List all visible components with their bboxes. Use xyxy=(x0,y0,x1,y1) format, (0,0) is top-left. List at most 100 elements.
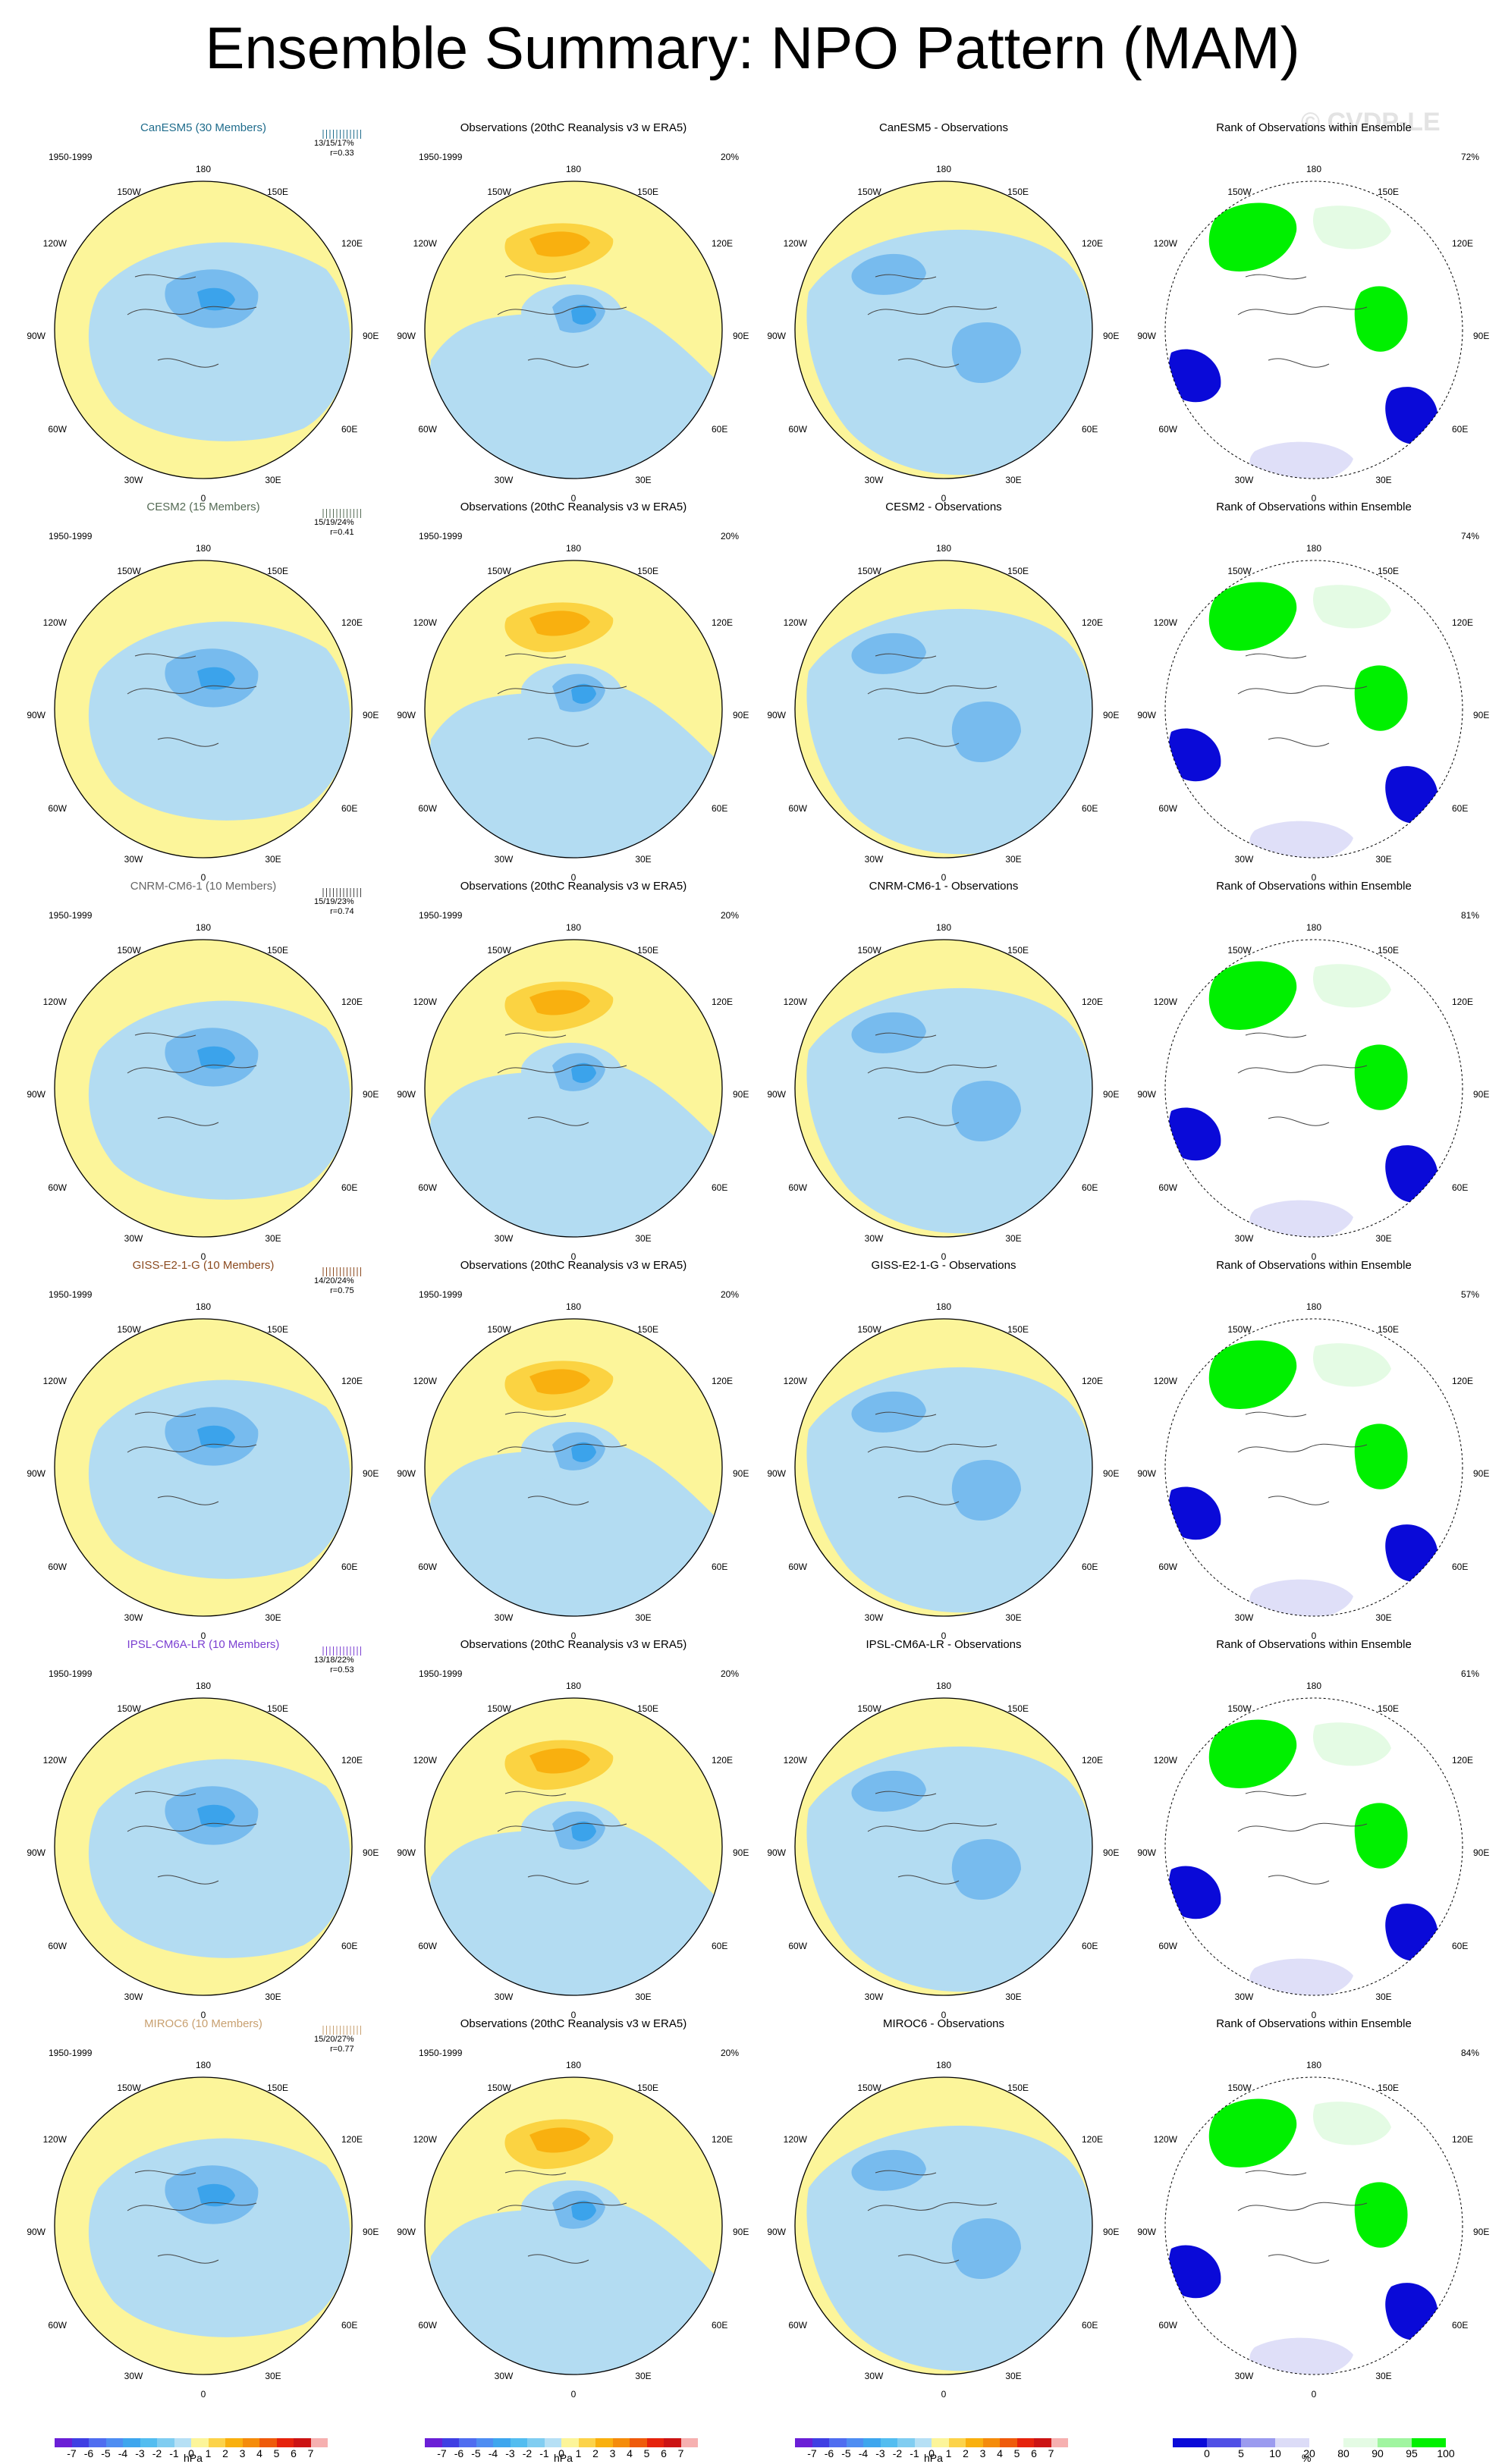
longitude-label: 0 xyxy=(201,1631,206,1641)
rank-region xyxy=(1249,441,1353,479)
longitude-label: 120E xyxy=(1452,997,1473,1007)
longitude-label: 90W xyxy=(1137,2227,1156,2237)
rank-region xyxy=(1354,1423,1408,1489)
map-panel-rank: Rank of Observations within Ensemble 81% 1… xyxy=(1127,880,1500,1262)
longitude-label: 120W xyxy=(1154,1376,1178,1386)
colorbar-swatch xyxy=(812,2438,829,2447)
rank-region xyxy=(1168,2245,1221,2299)
longitude-label: 120E xyxy=(1452,2134,1473,2145)
panel-title: CanESM5 (30 Members) xyxy=(140,121,266,134)
slp-contour-region xyxy=(571,304,596,325)
longitude-label: 30E xyxy=(1005,2371,1021,2381)
colorbar-tick-label: 5 xyxy=(643,2447,650,2459)
polar-map: 180 0 150W 150E 120W 120E 90W 90E 60W 60E 30W 30E xyxy=(27,922,379,1262)
colorbar-tick-label: -1 xyxy=(169,2447,179,2459)
colorbar-swatch xyxy=(1000,2438,1017,2447)
longitude-label: 0 xyxy=(1312,2389,1317,2400)
polar-map: 180 0 150W 150E 120W 120E 90W 90E 60W 60E 30W 30E xyxy=(27,164,379,504)
colorbar-unit: hPa xyxy=(554,2452,573,2464)
colorbar-tick-label: 2 xyxy=(222,2447,228,2459)
longitude-label: 150W xyxy=(1227,566,1252,576)
coastline xyxy=(127,2170,257,2264)
member-spread-ticks xyxy=(322,130,361,139)
longitude-label: 0 xyxy=(941,2389,947,2400)
longitude-label: 120W xyxy=(1154,2134,1178,2145)
longitude-label: 30E xyxy=(265,854,281,865)
period-label: 1950-1999 xyxy=(49,152,93,162)
longitude-label: 150W xyxy=(1227,1324,1252,1335)
slp-contour-region xyxy=(951,1460,1021,1521)
longitude-label: 150E xyxy=(1378,945,1399,956)
member-spread-ticks xyxy=(322,888,361,897)
longitude-label: 60E xyxy=(712,803,727,814)
longitude-label: 120E xyxy=(1082,238,1103,249)
longitude-label: 30W xyxy=(124,2371,143,2381)
variance-stats: 15/20/27% xyxy=(314,2035,354,2044)
slp-contour-region xyxy=(951,322,1021,383)
longitude-label: 180 xyxy=(196,1681,211,1691)
colorbar-swatch xyxy=(71,2438,89,2447)
map-boundary xyxy=(424,2076,723,2375)
rank-colorbar: 0 5 10 20 80 90 95 100 xyxy=(1173,2438,1455,2462)
longitude-label: 150E xyxy=(1378,1324,1399,1335)
longitude-label: 90W xyxy=(1137,1089,1156,1100)
colorbar-swatch xyxy=(157,2438,174,2447)
longitude-label: 90E xyxy=(733,1847,749,1858)
coastline xyxy=(1237,1411,1368,1505)
rank-region xyxy=(1354,286,1408,352)
longitude-label: 150W xyxy=(117,187,141,197)
rank-region xyxy=(1208,1719,1297,1788)
longitude-label: 180 xyxy=(566,1681,581,1691)
longitude-label: 90E xyxy=(363,331,379,341)
slp-contour-region xyxy=(529,611,590,636)
longitude-label: 120W xyxy=(43,617,68,628)
colorbar-swatches xyxy=(1173,2438,1446,2447)
longitude-label: 30W xyxy=(865,1233,884,1244)
polar-map: 180 0 150W 150E 120W 120E 90W 90E 60W 60E 30W 30E xyxy=(767,1681,1119,2020)
longitude-label: 180 xyxy=(566,922,581,933)
colorbar-tick-label: -3 xyxy=(875,2447,885,2459)
longitude-label: 180 xyxy=(936,922,951,933)
colorbar-tick-label: 0 xyxy=(928,2447,935,2459)
longitude-label: 90E xyxy=(363,1468,379,1479)
coastline xyxy=(1237,2170,1368,2264)
colorbar-swatch xyxy=(441,2438,459,2447)
longitude-label: 150E xyxy=(637,566,658,576)
longitude-label: 90E xyxy=(1473,1089,1489,1100)
longitude-label: 150W xyxy=(487,945,511,956)
slp-contour-region xyxy=(88,2138,350,2337)
longitude-label: 90E xyxy=(363,1847,379,1858)
panel-title: Rank of Observations within Ensemble xyxy=(1216,880,1412,893)
colorbar-swatch xyxy=(55,2438,72,2447)
longitude-label: 180 xyxy=(1306,922,1321,933)
longitude-label: 180 xyxy=(1306,2060,1321,2070)
longitude-label: 0 xyxy=(1312,493,1317,504)
longitude-label: 90W xyxy=(767,1089,786,1100)
slp-contour-region xyxy=(951,2218,1021,2279)
longitude-label: 30W xyxy=(124,1612,143,1623)
slp-contour-region xyxy=(429,1820,722,1995)
longitude-label: 150W xyxy=(487,1703,511,1714)
colorbar-tick-label: -4 xyxy=(858,2447,869,2459)
colorbar-swatch xyxy=(140,2438,157,2447)
map-boundary xyxy=(794,1318,1093,1617)
longitude-label: 30E xyxy=(1005,475,1021,485)
longitude-label: 150E xyxy=(1007,2083,1029,2093)
longitude-label: 30W xyxy=(124,1233,143,1244)
longitude-label: 0 xyxy=(941,1631,947,1641)
colorbar-unit: hPa xyxy=(184,2452,203,2464)
longitude-label: 120E xyxy=(712,238,733,249)
colorbar-swatch xyxy=(948,2438,966,2447)
map-boundary xyxy=(1164,560,1463,858)
coastline xyxy=(127,274,257,368)
longitude-label: 150E xyxy=(267,1703,288,1714)
slp-contour-region xyxy=(529,1369,590,1395)
map-boundary xyxy=(54,1697,353,1996)
longitude-label: 150E xyxy=(1007,187,1029,197)
slp-contour-region xyxy=(88,1000,350,1200)
slp-contour-region xyxy=(951,1839,1021,1900)
longitude-label: 0 xyxy=(201,2389,206,2400)
longitude-label: 150W xyxy=(1227,1703,1252,1714)
panel-title: Rank of Observations within Ensemble xyxy=(1216,1638,1412,1651)
